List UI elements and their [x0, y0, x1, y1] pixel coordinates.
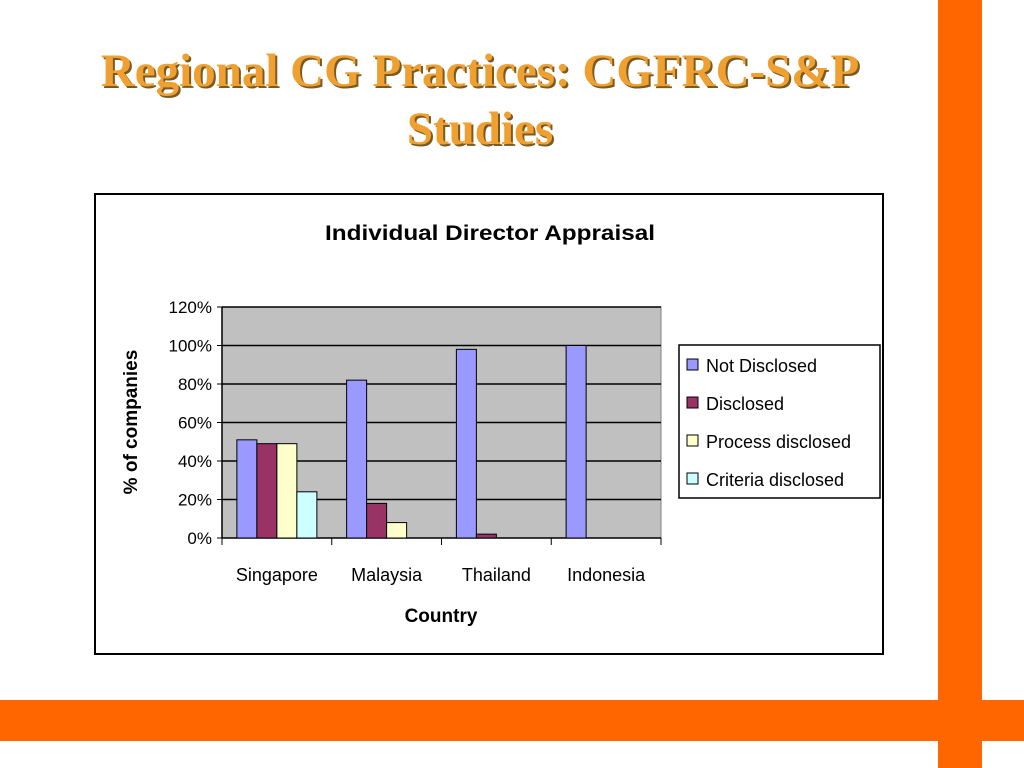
legend — [678, 344, 881, 499]
x-tick-label: Thailand — [462, 565, 531, 585]
y-tick-label: 80% — [178, 375, 212, 394]
y-tick-label: 120% — [169, 298, 212, 317]
y-tick-label: 20% — [178, 491, 212, 510]
x-tick-label: Indonesia — [567, 565, 646, 585]
x-axis-label: Country — [405, 606, 478, 627]
legend-swatch — [686, 434, 699, 447]
chart-frame: Individual Director Appraisal 0% 20% 40% 60%… — [94, 193, 884, 655]
legend-label: Process disclosed — [706, 432, 851, 452]
y-axis-label: % of companies — [121, 350, 142, 495]
bar-disclosed — [366, 502, 388, 539]
chart-title: Individual Director Appraisal — [325, 222, 655, 245]
legend-label: Not Disclosed — [706, 356, 817, 376]
bar-disclosed — [256, 443, 278, 539]
bar-not-disclosed — [346, 379, 368, 539]
legend-swatch — [686, 358, 699, 371]
y-tick-label: 40% — [178, 452, 212, 471]
y-tick-label: 0% — [187, 529, 212, 548]
bar-process-disclosed — [386, 522, 408, 539]
legend-swatch — [686, 472, 699, 485]
bar-criteria-disclosed — [296, 491, 318, 539]
y-tick-label: 100% — [169, 337, 212, 356]
legend-label: Disclosed — [706, 394, 784, 414]
bar-chart: Individual Director Appraisal 0% 20% 40% 60%… — [121, 222, 881, 627]
bar-not-disclosed — [565, 345, 587, 539]
slide-title: Regional CG Practices: CGFRC-S&P Studies — [0, 42, 960, 158]
bar-not-disclosed — [236, 439, 258, 539]
bar-disclosed — [475, 533, 497, 539]
slide-title-line2: Studies — [406, 103, 554, 155]
accent-bar-horizontal — [0, 700, 1024, 741]
accent-bar-vertical — [938, 0, 982, 768]
bar-not-disclosed — [455, 348, 477, 539]
slide-title-line1: Regional CG Practices: CGFRC-S&P — [100, 45, 860, 97]
legend-label: Criteria disclosed — [706, 470, 844, 490]
legend-swatch — [686, 396, 699, 409]
x-tick-label: Singapore — [236, 565, 318, 585]
bar-process-disclosed — [276, 443, 298, 539]
y-tick-label: 60% — [178, 414, 212, 433]
x-tick-label: Malaysia — [351, 565, 423, 585]
